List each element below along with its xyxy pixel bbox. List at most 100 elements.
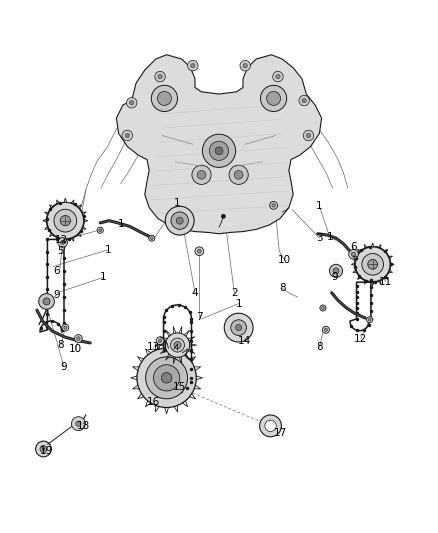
Circle shape <box>60 240 65 245</box>
Circle shape <box>303 130 314 141</box>
Text: 11: 11 <box>379 277 392 287</box>
Circle shape <box>153 365 180 391</box>
Circle shape <box>234 171 243 179</box>
Text: 9: 9 <box>53 290 60 300</box>
Text: 3: 3 <box>316 233 323 243</box>
Circle shape <box>267 92 281 106</box>
Circle shape <box>171 212 188 229</box>
Circle shape <box>276 75 280 79</box>
Circle shape <box>187 60 198 71</box>
Polygon shape <box>117 55 321 234</box>
Circle shape <box>325 328 328 332</box>
Text: 17: 17 <box>273 429 287 438</box>
Text: 1: 1 <box>327 232 334 242</box>
Circle shape <box>224 313 253 342</box>
Circle shape <box>54 209 77 232</box>
Circle shape <box>122 130 133 141</box>
Text: 16: 16 <box>147 397 160 407</box>
Circle shape <box>260 415 282 437</box>
Circle shape <box>321 306 324 309</box>
Circle shape <box>176 217 183 224</box>
Circle shape <box>367 317 373 323</box>
Circle shape <box>299 95 309 106</box>
Text: 2: 2 <box>231 288 237 298</box>
Circle shape <box>306 133 311 138</box>
Circle shape <box>125 133 130 138</box>
Circle shape <box>161 373 172 383</box>
Circle shape <box>192 165 211 184</box>
Circle shape <box>261 85 287 111</box>
Circle shape <box>351 252 356 256</box>
Text: 1: 1 <box>104 245 111 255</box>
Circle shape <box>195 247 204 256</box>
Circle shape <box>368 260 378 269</box>
Text: 19: 19 <box>40 446 53 456</box>
Circle shape <box>191 63 195 68</box>
Text: 12: 12 <box>354 334 367 344</box>
Circle shape <box>170 338 184 352</box>
Text: 12: 12 <box>55 235 68 245</box>
Circle shape <box>64 326 67 329</box>
Text: 7: 7 <box>196 312 203 322</box>
Circle shape <box>71 417 85 431</box>
Circle shape <box>355 247 390 282</box>
Circle shape <box>97 227 103 233</box>
Text: 8: 8 <box>279 284 286 293</box>
Text: 1: 1 <box>316 201 323 211</box>
Circle shape <box>322 326 329 333</box>
Text: 8: 8 <box>316 342 323 352</box>
Text: 1: 1 <box>174 198 181 208</box>
Circle shape <box>229 165 248 184</box>
Circle shape <box>150 237 153 239</box>
Text: 5: 5 <box>57 246 64 256</box>
Circle shape <box>47 203 84 239</box>
Circle shape <box>236 325 242 330</box>
Circle shape <box>273 71 283 82</box>
Circle shape <box>158 339 162 343</box>
Circle shape <box>149 235 155 241</box>
Circle shape <box>302 99 306 103</box>
Circle shape <box>40 446 47 453</box>
Circle shape <box>198 249 201 253</box>
Circle shape <box>165 206 194 235</box>
Circle shape <box>42 448 45 450</box>
Circle shape <box>99 229 102 232</box>
Circle shape <box>270 201 278 209</box>
Text: 6: 6 <box>53 266 60 276</box>
Circle shape <box>197 171 206 179</box>
Circle shape <box>272 204 276 207</box>
Circle shape <box>174 342 181 349</box>
Circle shape <box>240 60 251 71</box>
Circle shape <box>265 420 276 432</box>
Circle shape <box>137 348 196 408</box>
Text: 8: 8 <box>58 340 64 350</box>
Circle shape <box>231 320 247 335</box>
Circle shape <box>60 215 71 226</box>
Text: 15: 15 <box>173 382 186 392</box>
Circle shape <box>362 254 384 275</box>
Text: 9: 9 <box>332 272 338 282</box>
Circle shape <box>151 85 177 111</box>
Text: 4: 4 <box>192 288 198 298</box>
Circle shape <box>58 238 67 247</box>
Circle shape <box>320 305 326 311</box>
Circle shape <box>165 333 190 357</box>
Text: 1: 1 <box>235 298 242 309</box>
Text: 1: 1 <box>100 272 106 282</box>
Circle shape <box>43 298 50 305</box>
Text: 10: 10 <box>69 344 82 354</box>
Circle shape <box>329 264 343 277</box>
Circle shape <box>215 147 223 155</box>
Text: 1: 1 <box>117 219 124 229</box>
Circle shape <box>62 324 69 331</box>
Circle shape <box>130 101 134 105</box>
Circle shape <box>209 141 229 160</box>
Circle shape <box>39 294 54 309</box>
Circle shape <box>368 318 371 321</box>
Circle shape <box>35 441 51 457</box>
Circle shape <box>127 98 137 108</box>
Circle shape <box>202 134 236 167</box>
Circle shape <box>76 421 81 426</box>
Circle shape <box>333 268 339 274</box>
Circle shape <box>157 92 171 106</box>
